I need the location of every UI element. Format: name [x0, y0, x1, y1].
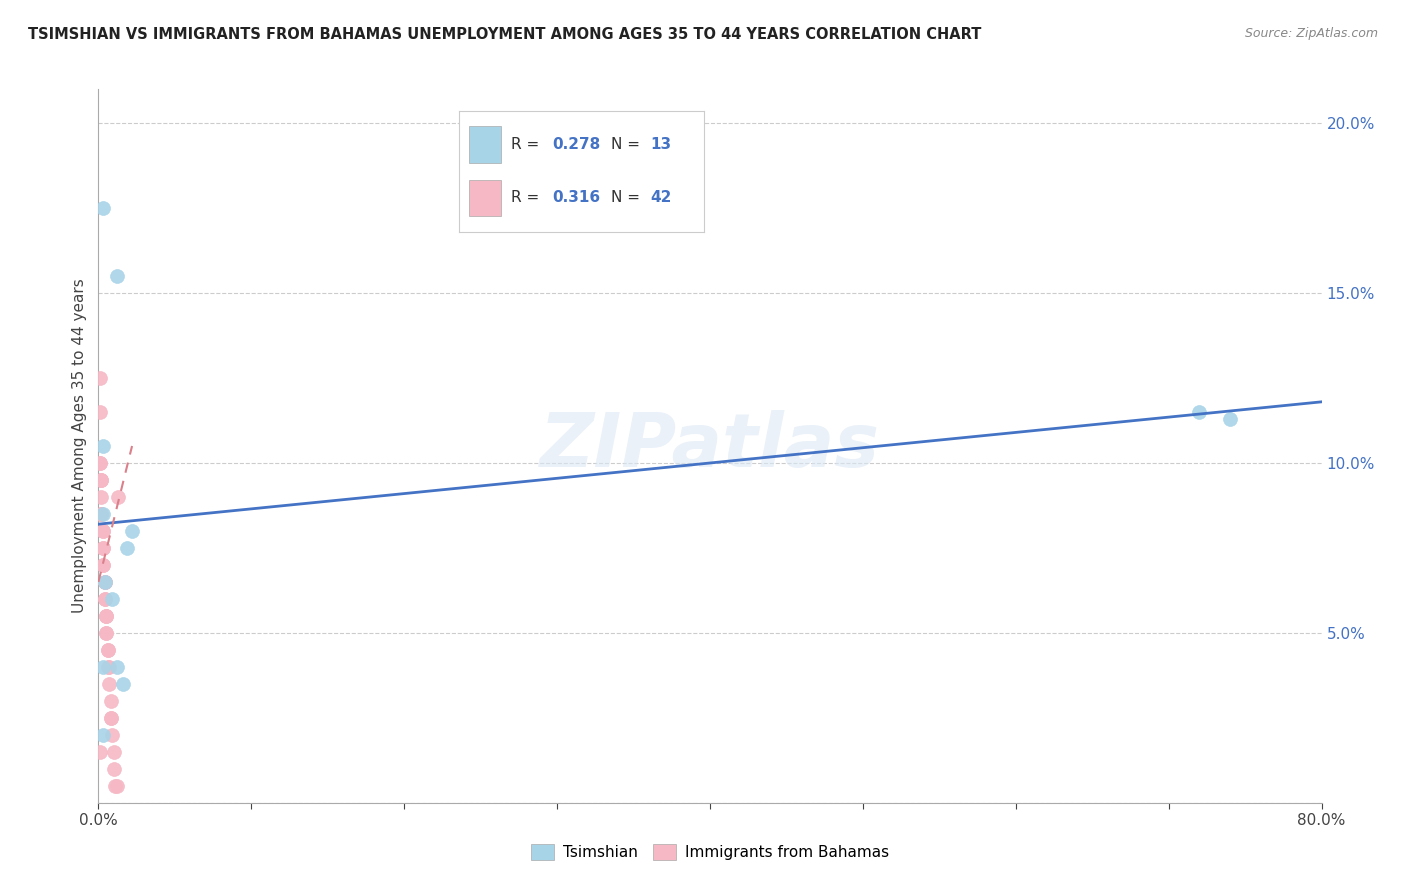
Point [1219, 412, 1241, 426]
Point [90, 507, 112, 521]
Point [91, 541, 114, 555]
Point [91, 507, 114, 521]
Point [91, 558, 114, 572]
Point [101, 728, 124, 742]
Point [89, 456, 111, 470]
Point [93, 574, 115, 589]
Point [107, 490, 129, 504]
Point [93, 591, 115, 606]
Point [94, 626, 117, 640]
Point [94, 608, 117, 623]
Point [90, 507, 112, 521]
Text: Source: ZipAtlas.com: Source: ZipAtlas.com [1244, 27, 1378, 40]
Point [90, 473, 112, 487]
Point [91, 439, 114, 453]
Point [94, 626, 117, 640]
Point [101, 591, 124, 606]
Point [91, 524, 114, 538]
Point [94, 608, 117, 623]
Point [105, 660, 128, 674]
Point [91, 660, 114, 674]
Point [97, 643, 120, 657]
Point [100, 711, 122, 725]
Point [93, 591, 115, 606]
Point [93, 574, 115, 589]
Point [98, 677, 121, 691]
Point [1188, 405, 1211, 419]
Point [105, 269, 128, 284]
Point [91, 541, 114, 555]
Point [91, 558, 114, 572]
Point [90, 490, 112, 504]
Text: TSIMSHIAN VS IMMIGRANTS FROM BAHAMAS UNEMPLOYMENT AMONG AGES 35 TO 44 YEARS CORR: TSIMSHIAN VS IMMIGRANTS FROM BAHAMAS UNE… [28, 27, 981, 42]
Point [100, 694, 122, 708]
Point [117, 541, 139, 555]
Text: ZIPatlas: ZIPatlas [540, 409, 880, 483]
Point [90, 507, 112, 521]
Point [89, 745, 111, 759]
Y-axis label: Unemployment Among Ages 35 to 44 years: Unemployment Among Ages 35 to 44 years [72, 278, 87, 614]
Point [89, 405, 111, 419]
Point [121, 524, 143, 538]
Point [90, 473, 112, 487]
Point [89, 371, 111, 385]
Point [97, 643, 120, 657]
Point [89, 456, 111, 470]
Point [100, 711, 122, 725]
Legend: Tsimshian, Immigrants from Bahamas: Tsimshian, Immigrants from Bahamas [524, 838, 896, 866]
Point [103, 762, 125, 776]
Point [103, 745, 125, 759]
Point [98, 660, 121, 674]
Point [93, 574, 115, 589]
Point [91, 201, 114, 215]
Point [93, 574, 115, 589]
Point [91, 728, 114, 742]
Point [94, 608, 117, 623]
Point [91, 524, 114, 538]
Point [104, 779, 127, 793]
Point [111, 677, 134, 691]
Point [97, 660, 120, 674]
Point [105, 779, 128, 793]
Point [90, 473, 112, 487]
